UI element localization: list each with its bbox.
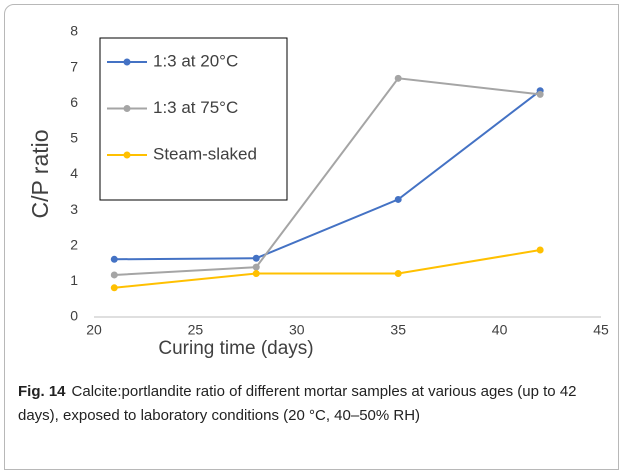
x-axis-label: Curing time (days) <box>158 338 313 359</box>
legend-label: 1:3 at 75°C <box>153 98 238 117</box>
caption-label: Fig. 14 <box>18 383 66 400</box>
legend-label: Steam-slaked <box>153 144 257 163</box>
y-tick-label: 2 <box>70 236 78 252</box>
caption: Fig. 14 Calcite:portlandite ratio of diff… <box>18 380 610 428</box>
series-line <box>114 89 541 261</box>
legend <box>99 37 288 201</box>
y-tick-label: 0 <box>70 308 78 324</box>
y-tick-label: 1 <box>70 272 78 288</box>
caption-text: Calcite:portlandite ratio of different m… <box>18 383 577 424</box>
x-tick-label: 45 <box>593 322 609 338</box>
legend-marker <box>123 58 131 66</box>
y-tick-label: 6 <box>70 94 78 110</box>
data-point <box>110 271 118 279</box>
data-point <box>536 90 544 98</box>
x-tick-label: 30 <box>289 322 305 338</box>
data-point <box>394 270 402 278</box>
data-point <box>394 195 402 203</box>
y-tick-label: 8 <box>70 23 78 39</box>
data-point <box>110 255 118 263</box>
x-tick-label: 35 <box>390 322 406 338</box>
x-tick-label: 20 <box>86 322 102 338</box>
legend-label: 1:3 at 20°C <box>153 51 238 70</box>
x-tick-label: 25 <box>188 322 204 338</box>
data-point <box>252 270 260 278</box>
legend-marker <box>123 151 131 159</box>
y-tick-label: 4 <box>70 165 78 181</box>
chart: Curing time (days) C/P ratio 01234567820… <box>27 23 609 359</box>
data-point <box>394 74 402 82</box>
series-line <box>114 249 541 289</box>
data-point <box>252 254 260 262</box>
y-axis-label: C/P ratio <box>27 129 53 218</box>
legend-marker <box>123 105 131 112</box>
y-tick-label: 5 <box>70 130 78 146</box>
y-tick-label: 3 <box>70 201 78 217</box>
data-point <box>252 263 260 271</box>
data-point <box>110 284 118 292</box>
series-line <box>114 77 541 276</box>
y-tick-label: 7 <box>70 58 78 74</box>
figure-frame <box>4 4 619 470</box>
x-tick-label: 40 <box>492 322 508 338</box>
data-point <box>536 246 544 254</box>
